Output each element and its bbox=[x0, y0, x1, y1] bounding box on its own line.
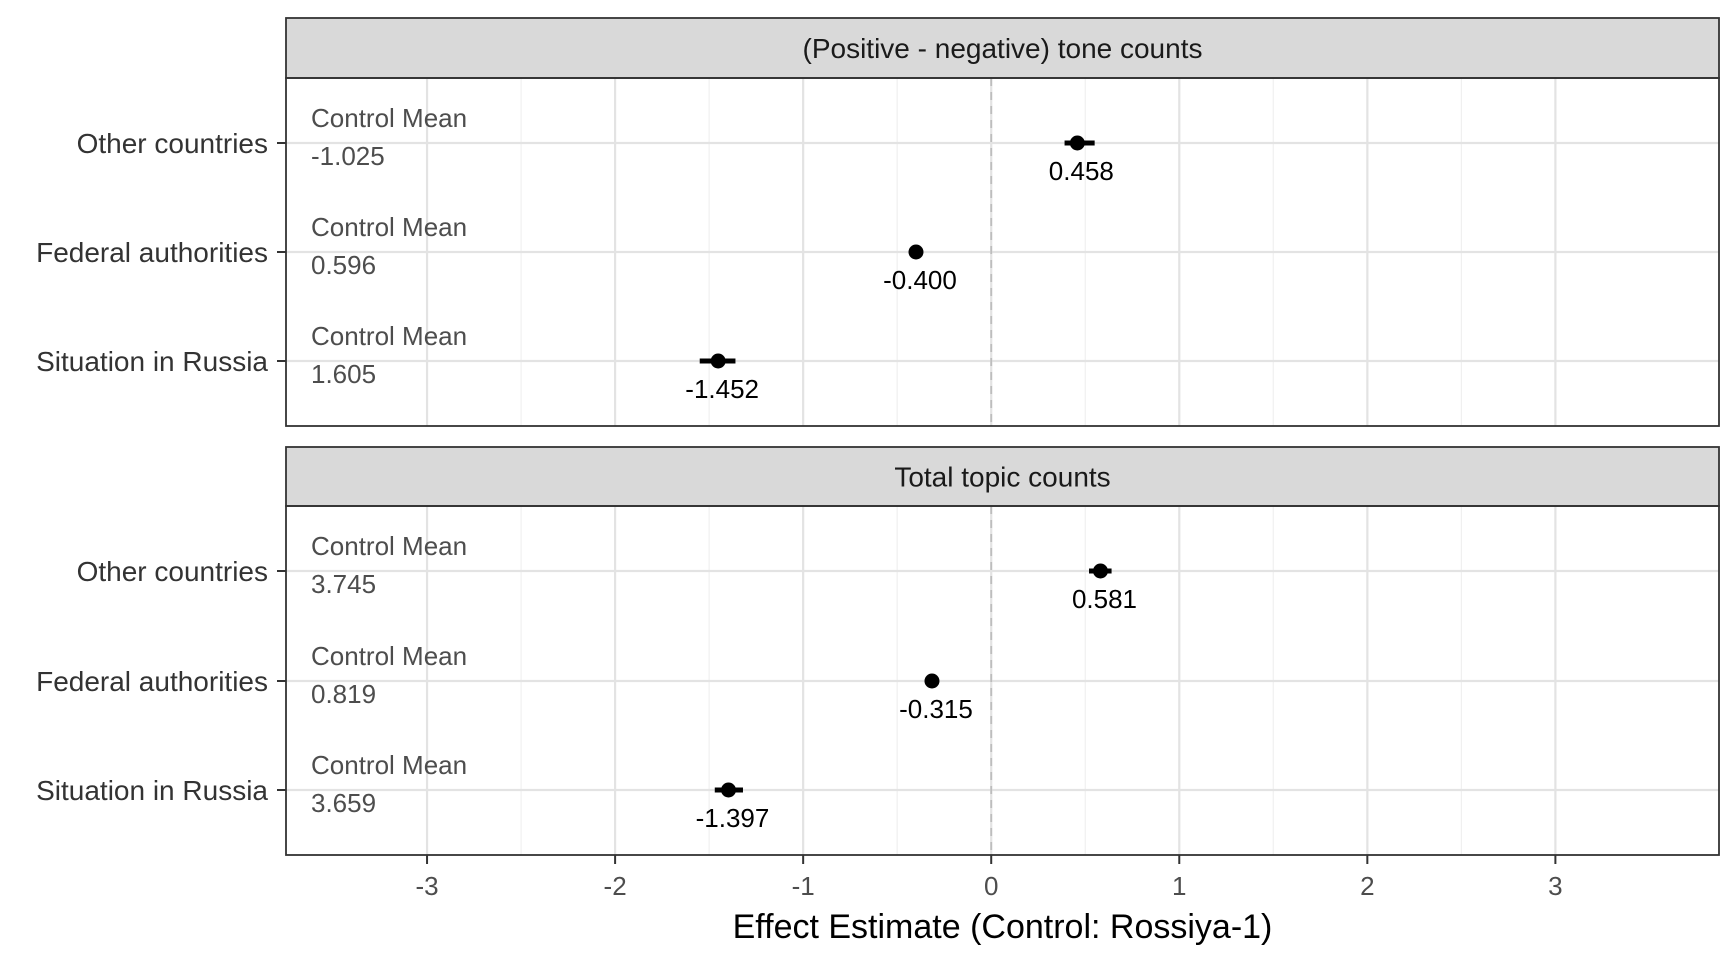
estimate-point bbox=[1069, 135, 1085, 151]
control-mean-label: Control Mean bbox=[311, 641, 467, 671]
facet-strip-title: Total topic counts bbox=[894, 462, 1110, 493]
x-tick-label: 1 bbox=[1172, 871, 1186, 901]
estimate-label: -1.452 bbox=[685, 374, 759, 404]
x-tick-label: 2 bbox=[1360, 871, 1374, 901]
y-axis-label: Other countries bbox=[77, 556, 268, 587]
control-mean-value: 3.745 bbox=[311, 569, 376, 599]
facet-strip bbox=[285, 446, 1720, 507]
control-mean-label: Control Mean bbox=[311, 321, 467, 351]
estimate-point bbox=[908, 244, 924, 260]
control-mean-value: 0.819 bbox=[311, 679, 376, 709]
estimate-point bbox=[720, 782, 736, 798]
x-tick-label: 0 bbox=[984, 871, 998, 901]
facet-strip-title: (Positive - negative) tone counts bbox=[803, 33, 1203, 64]
control-mean-label: Control Mean bbox=[311, 212, 467, 242]
control-mean-value: -1.025 bbox=[311, 141, 385, 171]
x-tick-label: 3 bbox=[1548, 871, 1562, 901]
y-axis-label: Federal authorities bbox=[36, 666, 268, 697]
control-mean-label: Control Mean bbox=[311, 531, 467, 561]
control-mean-value: 0.596 bbox=[311, 250, 376, 280]
y-axis-label: Federal authorities bbox=[36, 237, 268, 268]
x-tick-label: -2 bbox=[604, 871, 627, 901]
estimate-point bbox=[710, 353, 726, 369]
estimate-label: 0.458 bbox=[1049, 156, 1114, 186]
facet-strip bbox=[285, 17, 1720, 79]
estimate-point bbox=[1092, 563, 1108, 579]
estimate-label: 0.581 bbox=[1072, 584, 1137, 614]
control-mean-value: 3.659 bbox=[311, 788, 376, 818]
x-axis-title: Effect Estimate (Control: Rossiya-1) bbox=[733, 908, 1273, 946]
control-mean-value: 1.605 bbox=[311, 359, 376, 389]
control-mean-label: Control Mean bbox=[311, 103, 467, 133]
estimate-label: -0.315 bbox=[899, 694, 973, 724]
x-tick-label: -1 bbox=[792, 871, 815, 901]
y-axis-label: Situation in Russia bbox=[36, 346, 268, 377]
estimate-point bbox=[924, 673, 940, 689]
y-axis-label: Situation in Russia bbox=[36, 775, 268, 806]
x-tick-label: -3 bbox=[415, 871, 438, 901]
estimate-label: -1.397 bbox=[696, 803, 770, 833]
control-mean-label: Control Mean bbox=[311, 750, 467, 780]
estimate-label: -0.400 bbox=[883, 265, 957, 295]
y-axis-label: Other countries bbox=[77, 128, 268, 159]
